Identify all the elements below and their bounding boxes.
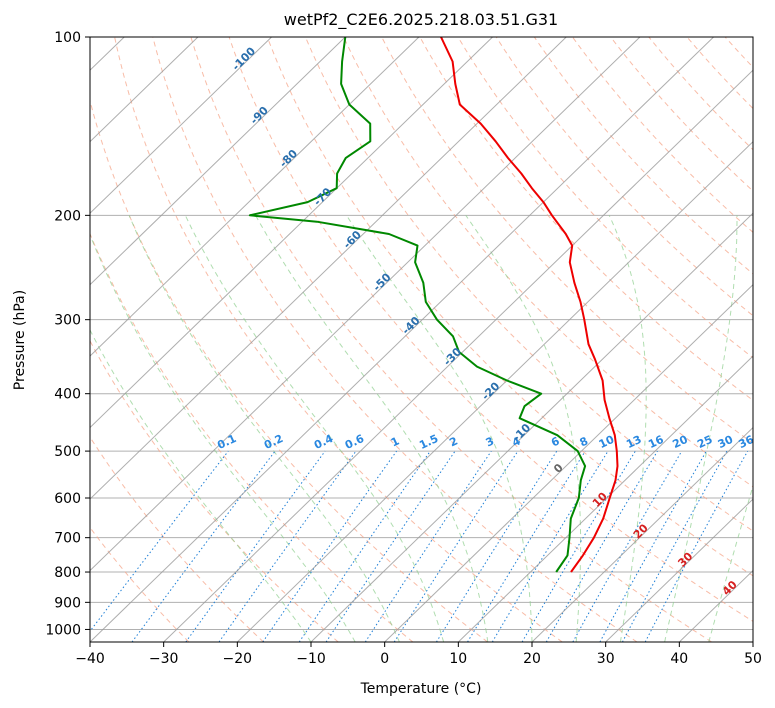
moist-adiabat bbox=[708, 484, 753, 642]
dry-adiabat bbox=[495, 37, 753, 317]
moist-adiabat bbox=[465, 215, 582, 642]
moist-adiabat bbox=[128, 215, 400, 642]
dry-adiabat bbox=[152, 37, 638, 642]
isotherm bbox=[384, 283, 753, 642]
mixing-ratio-line bbox=[90, 450, 229, 633]
x-tick-label: −30 bbox=[149, 651, 179, 667]
isotherm bbox=[90, 37, 199, 143]
y-tick-label: 1000 bbox=[45, 622, 81, 638]
pressure-gridlines bbox=[90, 37, 753, 630]
dry-adiabat bbox=[457, 37, 753, 359]
y-tick-label: 800 bbox=[54, 565, 81, 581]
mixing-ratio-line bbox=[572, 450, 683, 642]
mixing-ratio-label: 36 bbox=[737, 433, 757, 451]
dry-adiabat bbox=[304, 37, 753, 532]
dry-adiabat bbox=[90, 98, 488, 642]
y-axis-label: Pressure (hPa) bbox=[12, 290, 28, 390]
y-tick-label: 500 bbox=[54, 444, 81, 460]
mixing-ratio-line bbox=[491, 450, 609, 642]
sounding-profiles bbox=[248, 37, 619, 573]
y-tick-label: 200 bbox=[54, 208, 81, 224]
y-tick-label: 600 bbox=[54, 491, 81, 507]
y-axis-ticks: 1000 900 800 700 600 500 400 300 200 100 bbox=[45, 30, 90, 638]
mixing-ratio-label: 30 bbox=[716, 433, 736, 451]
moist-adiabat bbox=[90, 233, 356, 642]
dry-adiabat bbox=[90, 436, 264, 642]
mixing-ratio-line bbox=[521, 450, 636, 642]
isotherm bbox=[90, 37, 641, 572]
moist-adiabat bbox=[90, 328, 312, 642]
isotherm bbox=[90, 37, 272, 214]
isotherm bbox=[90, 37, 493, 429]
dry-adiabat bbox=[419, 37, 753, 401]
dry-adiabat bbox=[190, 37, 712, 642]
mixing-ratio-line bbox=[218, 450, 357, 642]
mixing-ratio-line bbox=[185, 450, 326, 642]
x-tick-label: 10 bbox=[449, 651, 467, 667]
mixing-ratio-label: 25 bbox=[695, 433, 714, 451]
y-tick-label: 100 bbox=[54, 30, 81, 46]
plot-frame bbox=[89, 36, 754, 643]
mixing-ratio-line bbox=[393, 450, 519, 642]
moist-adiabat bbox=[664, 215, 738, 642]
dry-adiabat bbox=[90, 232, 414, 642]
y-tick-label: 700 bbox=[54, 531, 81, 547]
y-tick-label: 400 bbox=[54, 387, 81, 403]
mixing-ratio-label: 10 bbox=[597, 433, 617, 451]
isotherm bbox=[90, 37, 346, 286]
mixing-ratio-label: 20 bbox=[671, 433, 691, 451]
isotherm bbox=[457, 355, 753, 642]
moist-adiabat bbox=[184, 215, 445, 642]
mixing-ratio-line bbox=[467, 450, 586, 642]
isotherm bbox=[90, 37, 567, 500]
isotherms bbox=[90, 37, 753, 642]
moist-adiabat bbox=[608, 215, 647, 642]
y-tick-label: 300 bbox=[54, 313, 81, 329]
isotherm bbox=[90, 37, 420, 357]
isotherm bbox=[531, 426, 753, 642]
isotherm bbox=[236, 141, 753, 642]
dry-adiabat bbox=[228, 37, 753, 622]
x-axis-label: Temperature (°C) bbox=[360, 681, 482, 697]
isotherm bbox=[310, 212, 753, 642]
mixing-ratio-line bbox=[621, 450, 728, 642]
dry-adiabat bbox=[610, 37, 753, 192]
temperature-profile-line bbox=[440, 37, 619, 573]
dewpoint-profile-line bbox=[248, 37, 587, 573]
mixing-ratio-line bbox=[262, 450, 398, 642]
mixing-ratio-line bbox=[435, 450, 558, 642]
dry-adiabat bbox=[572, 37, 753, 233]
x-tick-label: 30 bbox=[597, 651, 615, 667]
x-tick-label: 0 bbox=[380, 651, 389, 667]
dry-adiabat bbox=[648, 37, 753, 151]
x-tick-label: −10 bbox=[296, 651, 326, 667]
x-tick-label: 40 bbox=[670, 651, 688, 667]
isotherm bbox=[163, 69, 753, 642]
mixing-ratio-line bbox=[298, 450, 431, 642]
moist-adiabat bbox=[346, 215, 533, 642]
x-tick-label: −20 bbox=[223, 651, 253, 667]
chart-title: wetPf2_C2E6.2025.218.03.51.G31 bbox=[284, 10, 558, 30]
isotherm bbox=[90, 37, 714, 642]
x-tick-label: 20 bbox=[523, 651, 541, 667]
x-tick-label: −40 bbox=[75, 651, 105, 667]
mixing-ratio-label: 16 bbox=[646, 433, 666, 451]
mixing-ratio-label: 13 bbox=[624, 433, 643, 451]
x-axis-ticks: −40 −30 −20 −10 0 10 20 30 40 50 bbox=[75, 642, 762, 667]
plot-area: 0.1 0.2 0.4 0.6 1 1.5 2 3 4 6 8 10 13 16 20 25 30 36-100-… bbox=[90, 37, 757, 642]
dry-adiabat bbox=[114, 37, 563, 642]
x-tick-label: 50 bbox=[744, 651, 762, 667]
y-tick-label: 900 bbox=[54, 595, 81, 611]
isotherm bbox=[605, 498, 753, 642]
mixing-ratio-line bbox=[644, 450, 749, 642]
dry-adiabat bbox=[533, 37, 753, 275]
mixing-ratio-line bbox=[599, 450, 707, 642]
